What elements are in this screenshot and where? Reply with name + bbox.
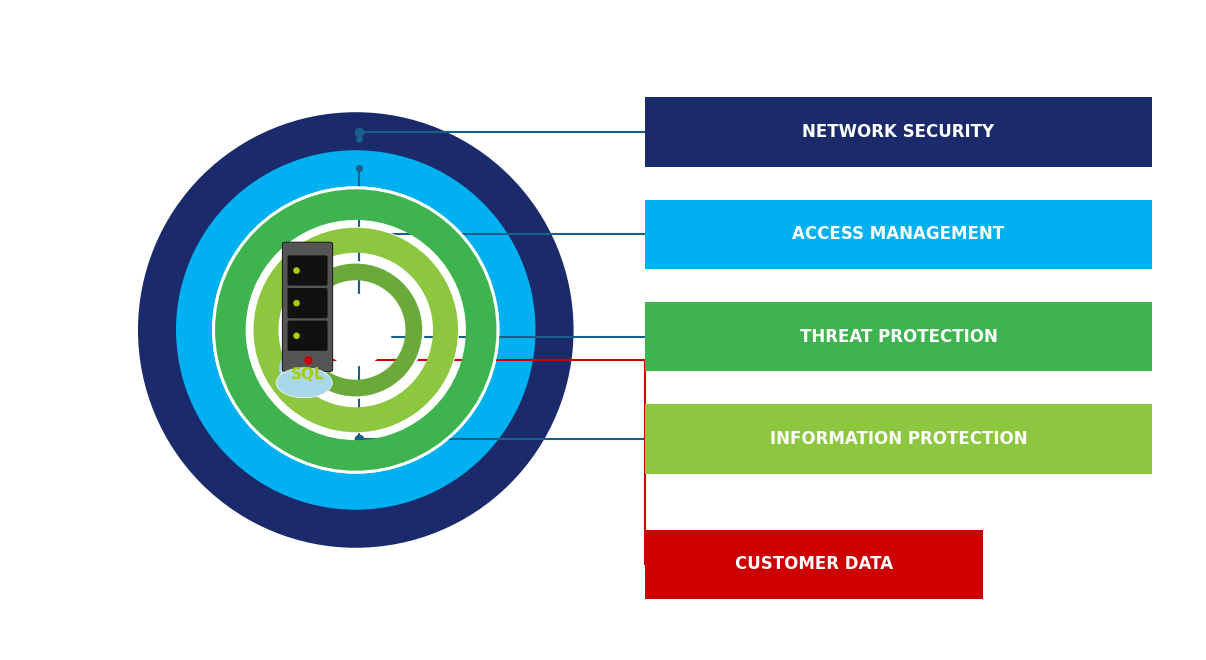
Ellipse shape	[293, 300, 300, 306]
Ellipse shape	[310, 359, 327, 383]
Ellipse shape	[279, 354, 300, 382]
Text: NETWORK SECURITY: NETWORK SECURITY	[802, 123, 995, 141]
FancyBboxPatch shape	[282, 242, 333, 372]
FancyBboxPatch shape	[287, 321, 328, 351]
FancyBboxPatch shape	[645, 98, 1152, 166]
Ellipse shape	[276, 368, 333, 398]
Text: THREAT PROTECTION: THREAT PROTECTION	[800, 327, 997, 346]
FancyBboxPatch shape	[645, 302, 1152, 371]
Text: ACCESS MANAGEMENT: ACCESS MANAGEMENT	[792, 225, 1005, 244]
Ellipse shape	[320, 294, 392, 366]
Text: INFORMATION PROTECTION: INFORMATION PROTECTION	[769, 430, 1028, 448]
FancyBboxPatch shape	[287, 255, 328, 286]
FancyBboxPatch shape	[645, 529, 983, 599]
Text: CUSTOMER DATA: CUSTOMER DATA	[734, 555, 894, 574]
FancyBboxPatch shape	[287, 288, 328, 318]
FancyBboxPatch shape	[645, 404, 1152, 474]
Text: SQL: SQL	[291, 368, 324, 382]
FancyBboxPatch shape	[645, 199, 1152, 269]
Ellipse shape	[293, 267, 300, 274]
Ellipse shape	[292, 346, 316, 379]
Ellipse shape	[293, 333, 300, 339]
